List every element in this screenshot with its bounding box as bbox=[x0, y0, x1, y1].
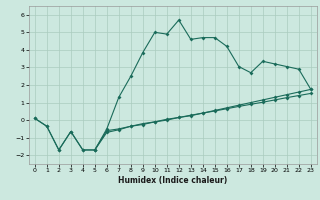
X-axis label: Humidex (Indice chaleur): Humidex (Indice chaleur) bbox=[118, 176, 228, 185]
